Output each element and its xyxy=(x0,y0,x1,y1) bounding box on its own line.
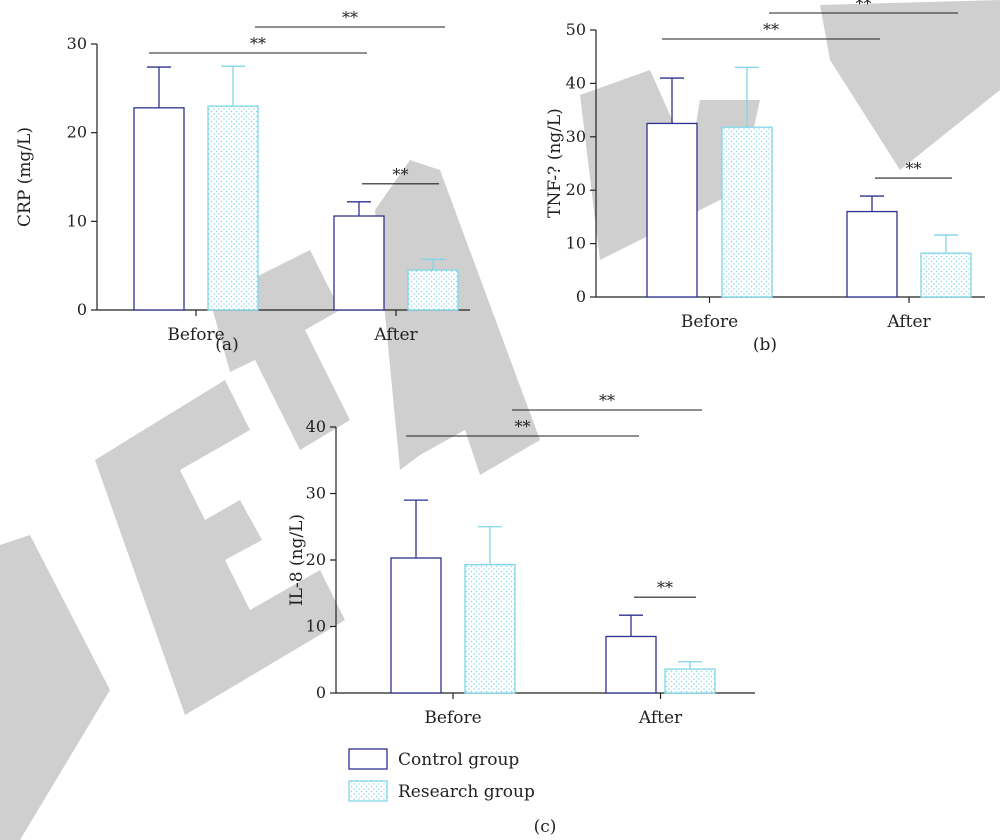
panel-caption: (c) xyxy=(534,817,557,837)
significance-label: ** xyxy=(393,165,409,184)
significance-label: ** xyxy=(856,0,872,13)
y-tick-label: 10 xyxy=(306,617,326,636)
significance-label: ** xyxy=(515,417,531,436)
panel-caption: (b) xyxy=(753,335,777,355)
chart-panel-b: 0 10 20 30 40 50 TNF-? (ng/L) Before After ** ** **… xyxy=(545,0,985,355)
watermark-shape-0 xyxy=(0,535,110,840)
bar-control xyxy=(605,635,657,694)
significance-label: ** xyxy=(906,159,922,178)
x-category-label: After xyxy=(638,708,683,728)
y-axis-label: TNF-? (ng/L) xyxy=(545,108,565,218)
significance-label: ** xyxy=(657,578,673,597)
y-tick-label: 0 xyxy=(77,300,87,319)
watermark-shape-3 xyxy=(375,160,540,475)
bar-research xyxy=(464,564,516,694)
bar-research xyxy=(407,269,459,311)
y-tick-label: 50 xyxy=(566,20,586,39)
watermark-shape-7 xyxy=(820,0,1000,170)
chart-panel-a: 0 10 20 30 CRP (mg/L) Before After ** ** ** (a) xyxy=(15,8,470,355)
y-axis-label: IL-8 (ng/L) xyxy=(287,514,307,606)
y-tick-label: 20 xyxy=(566,180,586,199)
y-tick-label: 20 xyxy=(306,550,326,569)
y-tick-label: 20 xyxy=(67,123,87,142)
panel-caption: (a) xyxy=(215,335,238,355)
y-tick-label: 10 xyxy=(67,211,87,230)
significance-label: ** xyxy=(599,391,615,410)
watermark-shape-1 xyxy=(95,380,345,715)
bar-research xyxy=(664,668,716,694)
y-tick-label: 40 xyxy=(306,417,326,436)
bar-research xyxy=(207,105,259,311)
y-tick-label: 30 xyxy=(306,484,326,503)
y-tick-label: 30 xyxy=(566,127,586,146)
y-axis-label: CRP (mg/L) xyxy=(15,127,35,227)
watermark-shape-6 xyxy=(610,120,680,190)
chart-legend: Control group Research group xyxy=(348,748,535,802)
x-category-label: Before xyxy=(167,325,224,345)
x-category-label: After xyxy=(886,312,931,332)
x-category-label: After xyxy=(373,325,418,345)
bar-control xyxy=(390,557,442,694)
y-tick-label: 0 xyxy=(576,287,586,306)
chart-panel-c: 0 10 20 30 40 IL-8 (ng/L) Before After ** ** ** (c) xyxy=(287,391,755,837)
bar-research xyxy=(721,126,773,298)
legend-label-research: Research group xyxy=(398,782,535,802)
bar-control xyxy=(133,107,185,311)
legend-swatch-control xyxy=(348,748,388,770)
y-tick-label: 40 xyxy=(566,73,586,92)
y-tick-label: 10 xyxy=(566,234,586,253)
x-category-label: Before xyxy=(681,312,738,332)
bar-control xyxy=(333,215,385,311)
significance-label: ** xyxy=(250,34,266,53)
bar-research xyxy=(920,252,972,298)
x-category-label: Before xyxy=(424,708,481,728)
y-tick-label: 0 xyxy=(316,683,326,702)
legend-swatch-research xyxy=(348,780,388,802)
significance-label: ** xyxy=(342,8,358,27)
legend-label-control: Control group xyxy=(398,750,519,770)
bar-control xyxy=(646,122,698,298)
bar-control xyxy=(846,210,898,298)
y-tick-label: 30 xyxy=(67,34,87,53)
significance-label: ** xyxy=(763,20,779,39)
